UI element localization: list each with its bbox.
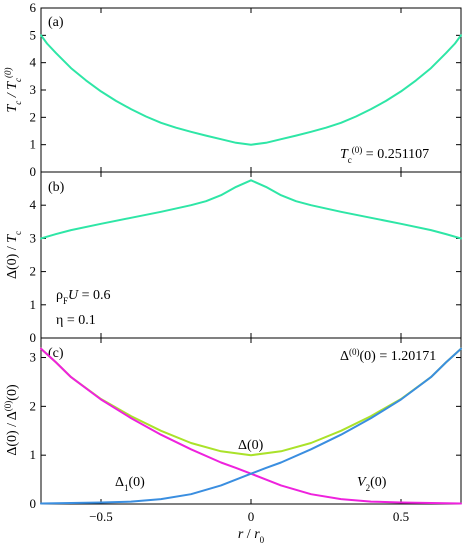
- panel-b-annotation-eta: η = 0.1: [56, 313, 96, 328]
- panel-b-frame: [40, 171, 462, 339]
- panel-a-annotation: Tc(0) = 0.251107: [340, 145, 429, 165]
- panel-a-yticks: 0 1 2 3 4 5 6: [30, 0, 461, 179]
- x-tick-label: 0.5: [393, 509, 409, 524]
- panel-c-label: (c): [48, 346, 64, 361]
- y-tick-label: 1: [30, 447, 37, 462]
- y-tick-label: 0: [30, 330, 37, 345]
- series-line-b-0: [40, 179, 462, 240]
- panel-a-xticks: [100, 8, 402, 172]
- svg-text:Δ(0) / Tc: Δ(0) / Tc: [5, 231, 23, 279]
- svg-text:Tc / Tc(0): Tc / Tc(0): [3, 68, 23, 113]
- panel-a: (a) Tc / Tc(0) Tc(0) = 0.251107 0 1 2 3 4 5 6: [3, 0, 462, 179]
- y-tick-label: 3: [30, 230, 37, 245]
- y-tick-label: 4: [30, 55, 37, 70]
- y-tick-label: 4: [30, 197, 37, 212]
- panel-b-series: [40, 179, 462, 240]
- y-tick-label: 2: [30, 398, 37, 413]
- x-tick-label: 0: [248, 509, 255, 524]
- y-tick-label: 0: [30, 164, 37, 179]
- y-tick-label: 2: [30, 264, 37, 279]
- y-tick-label: 3: [30, 82, 37, 97]
- panel-c-ylabel: Δ(0) / Δ(0)(0): [3, 384, 20, 456]
- panel-b-xticks: [100, 172, 402, 338]
- y-tick-label: 2: [30, 109, 37, 124]
- panel-a-ylabel: Tc / Tc(0): [3, 68, 23, 113]
- panel-c-xticks: −0.5 0 0.5: [89, 338, 409, 524]
- panel-b-ylabel: Δ(0) / Tc: [5, 231, 23, 279]
- series-label-delta: Δ(0): [238, 438, 264, 453]
- series-line-a-0: [40, 34, 462, 146]
- panel-c-series: [40, 347, 462, 505]
- panel-a-label: (a): [48, 15, 64, 30]
- panel-b: (b) Δ(0) / Tc ρFU = 0.6 η = 0.1 0 1 2 3 4: [5, 171, 462, 345]
- panel-b-annotation-rho: ρFU = 0.6: [56, 288, 111, 306]
- series-label-delta1: Δ1(0): [115, 475, 145, 493]
- panel-c-annotation: Δ(0)(0) = 1.20171: [340, 347, 436, 364]
- panel-c-yticks: 0 1 2 3: [30, 350, 461, 511]
- series-line-c-1: [40, 347, 462, 505]
- y-tick-label: 1: [30, 297, 37, 312]
- svg-text:Δ(0) / Δ(0)(0): Δ(0) / Δ(0)(0): [3, 384, 20, 456]
- y-tick-label: 1: [30, 137, 37, 152]
- x-axis-label: r / r0: [238, 527, 265, 545]
- series-line-c-2: [40, 347, 462, 505]
- panel-c: (c) Δ(0) / Δ(0)(0) Δ(0)(0) = 1.20171 Δ(0…: [3, 337, 462, 545]
- y-tick-label: 0: [30, 496, 37, 511]
- panel-b-label: (b): [48, 180, 65, 195]
- y-tick-label: 3: [30, 350, 37, 365]
- x-tick-label: −0.5: [89, 509, 113, 524]
- series-label-v2: V2(0): [357, 475, 387, 493]
- y-tick-label: 5: [30, 27, 37, 42]
- y-tick-label: 6: [30, 0, 37, 15]
- panel-a-series: [40, 34, 462, 146]
